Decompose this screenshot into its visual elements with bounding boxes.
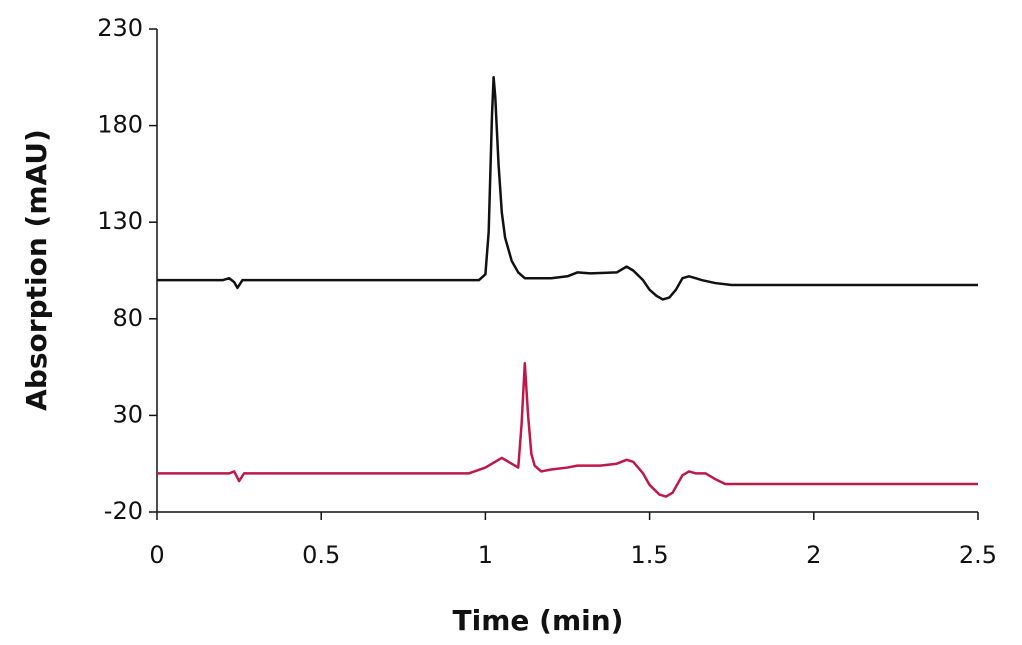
x-tick-label: 0.5 bbox=[302, 541, 340, 569]
x-tick-label: 2 bbox=[806, 541, 821, 569]
x-tick-label: 2.5 bbox=[959, 541, 997, 569]
y-tick-label: 30 bbox=[112, 400, 143, 428]
x-tick-label: 1 bbox=[478, 541, 493, 569]
line bbox=[157, 361, 978, 498]
x-tick-label: 0 bbox=[149, 541, 164, 569]
y-tick-label: -20 bbox=[104, 497, 143, 525]
y-tick-label: 230 bbox=[97, 14, 143, 42]
y-tick-label: 180 bbox=[97, 111, 143, 139]
y-tick-label: 130 bbox=[97, 207, 143, 235]
y-tick-label: 80 bbox=[112, 304, 143, 332]
line bbox=[157, 76, 978, 301]
y-axis-label: Absorption (mAU) bbox=[20, 129, 53, 411]
x-tick-label: 1.5 bbox=[631, 541, 669, 569]
x-axis-label: Time (min) bbox=[453, 604, 624, 637]
